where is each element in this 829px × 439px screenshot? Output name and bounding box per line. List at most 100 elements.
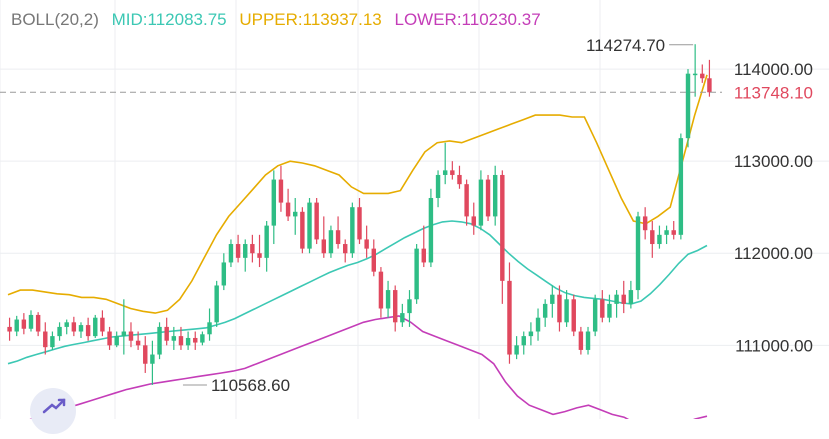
candle-body xyxy=(114,336,119,346)
candle-body xyxy=(607,303,612,318)
candle-body xyxy=(450,170,455,175)
boll-upper-line xyxy=(7,74,708,314)
candle-body xyxy=(600,299,605,318)
current-price-label: 113748.10 xyxy=(734,83,813,102)
candle-body xyxy=(64,322,69,327)
candle-body xyxy=(407,299,412,314)
trend-arrow-icon xyxy=(42,398,66,414)
boll-mid: MID:112083.75 xyxy=(111,10,227,29)
candle-body xyxy=(185,337,191,346)
boll-lower: LOWER:110230.37 xyxy=(394,10,541,29)
candle-body xyxy=(464,184,469,217)
candle-body xyxy=(557,294,562,323)
candle-body xyxy=(364,239,369,249)
candle-body xyxy=(321,239,327,254)
y-tick-label: 113000.00 xyxy=(734,152,813,171)
grid xyxy=(0,0,829,419)
candle-body xyxy=(571,299,576,332)
candle-body xyxy=(492,174,498,217)
candle-body xyxy=(550,294,555,304)
overlay: 113748.10 114274.70 110568.60 xyxy=(0,36,813,395)
price-axis: 114000.00 113000.00 112000.00 111000.00 xyxy=(734,60,813,355)
candle-body xyxy=(628,290,634,304)
candle-body xyxy=(264,225,269,258)
candle-body xyxy=(271,179,277,226)
candle-body xyxy=(250,244,255,254)
candle-body xyxy=(621,294,626,304)
candle-body xyxy=(35,314,41,332)
y-tick-label: 112000.00 xyxy=(734,244,813,263)
candle-body xyxy=(71,322,77,332)
candle-body xyxy=(107,331,112,346)
boll-upper: UPPER:113937.13 xyxy=(239,10,382,29)
candle-body xyxy=(528,331,534,337)
candle-body xyxy=(392,290,398,323)
candle-body xyxy=(193,337,198,343)
candle-body xyxy=(371,248,376,272)
boll-lower-line xyxy=(29,315,708,419)
candle-body xyxy=(200,334,205,343)
candle-body xyxy=(285,202,291,217)
candle-body xyxy=(93,317,98,337)
candle-body xyxy=(435,174,441,198)
candle-body xyxy=(314,202,319,240)
candle-body xyxy=(14,319,19,332)
candle-body xyxy=(478,179,484,226)
candle-body xyxy=(221,262,227,286)
candle-body xyxy=(335,230,341,245)
candle-body xyxy=(235,244,241,258)
candle-body xyxy=(642,216,648,231)
candle-body xyxy=(171,336,177,341)
candle-body xyxy=(428,197,434,263)
candle-body xyxy=(664,230,669,235)
candle-body xyxy=(635,216,641,291)
candle-body xyxy=(207,322,212,335)
candle-body xyxy=(614,294,619,304)
candle-body xyxy=(43,331,48,348)
candle-body xyxy=(700,73,705,79)
candle-body xyxy=(343,244,348,254)
candle-body xyxy=(257,253,262,258)
candle-body xyxy=(21,319,27,329)
candle-body xyxy=(485,179,491,217)
candle-body xyxy=(657,234,662,245)
candle-body xyxy=(378,271,384,309)
candle-body xyxy=(671,230,676,235)
candle-body xyxy=(578,331,584,350)
candle-body xyxy=(357,207,362,240)
candle-body xyxy=(121,331,127,337)
candle-body xyxy=(57,326,62,337)
low-marker-label: 110568.60 xyxy=(211,376,290,395)
candle-body xyxy=(307,202,312,249)
candle-body xyxy=(678,138,684,235)
candle-body xyxy=(564,299,569,323)
candle-body xyxy=(150,354,155,364)
candle-body xyxy=(692,73,698,76)
candle-body xyxy=(507,280,512,355)
y-tick-label: 114000.00 xyxy=(734,60,813,79)
candle-body xyxy=(293,211,298,217)
candle-body xyxy=(350,207,355,254)
candle-body xyxy=(50,336,55,348)
candle-body xyxy=(328,230,334,254)
candle-body xyxy=(685,73,691,139)
candle-body xyxy=(592,299,598,332)
candle-body xyxy=(128,331,134,341)
candle-body xyxy=(164,326,169,341)
candle-body xyxy=(442,170,448,175)
candle-body xyxy=(135,340,141,346)
candle-body xyxy=(278,179,284,203)
candle-body xyxy=(85,325,91,337)
candle-body xyxy=(28,314,34,329)
candle-body xyxy=(400,313,405,323)
high-marker-label: 114274.70 xyxy=(586,36,665,55)
candle-body xyxy=(178,336,184,346)
boll-name: BOLL(20,2) xyxy=(11,10,99,29)
candle-body xyxy=(514,345,519,355)
candle-body xyxy=(214,285,219,323)
candle-body xyxy=(228,244,234,263)
candle-body xyxy=(500,174,505,281)
candle-body xyxy=(78,325,84,332)
logo-watermark xyxy=(30,388,76,434)
